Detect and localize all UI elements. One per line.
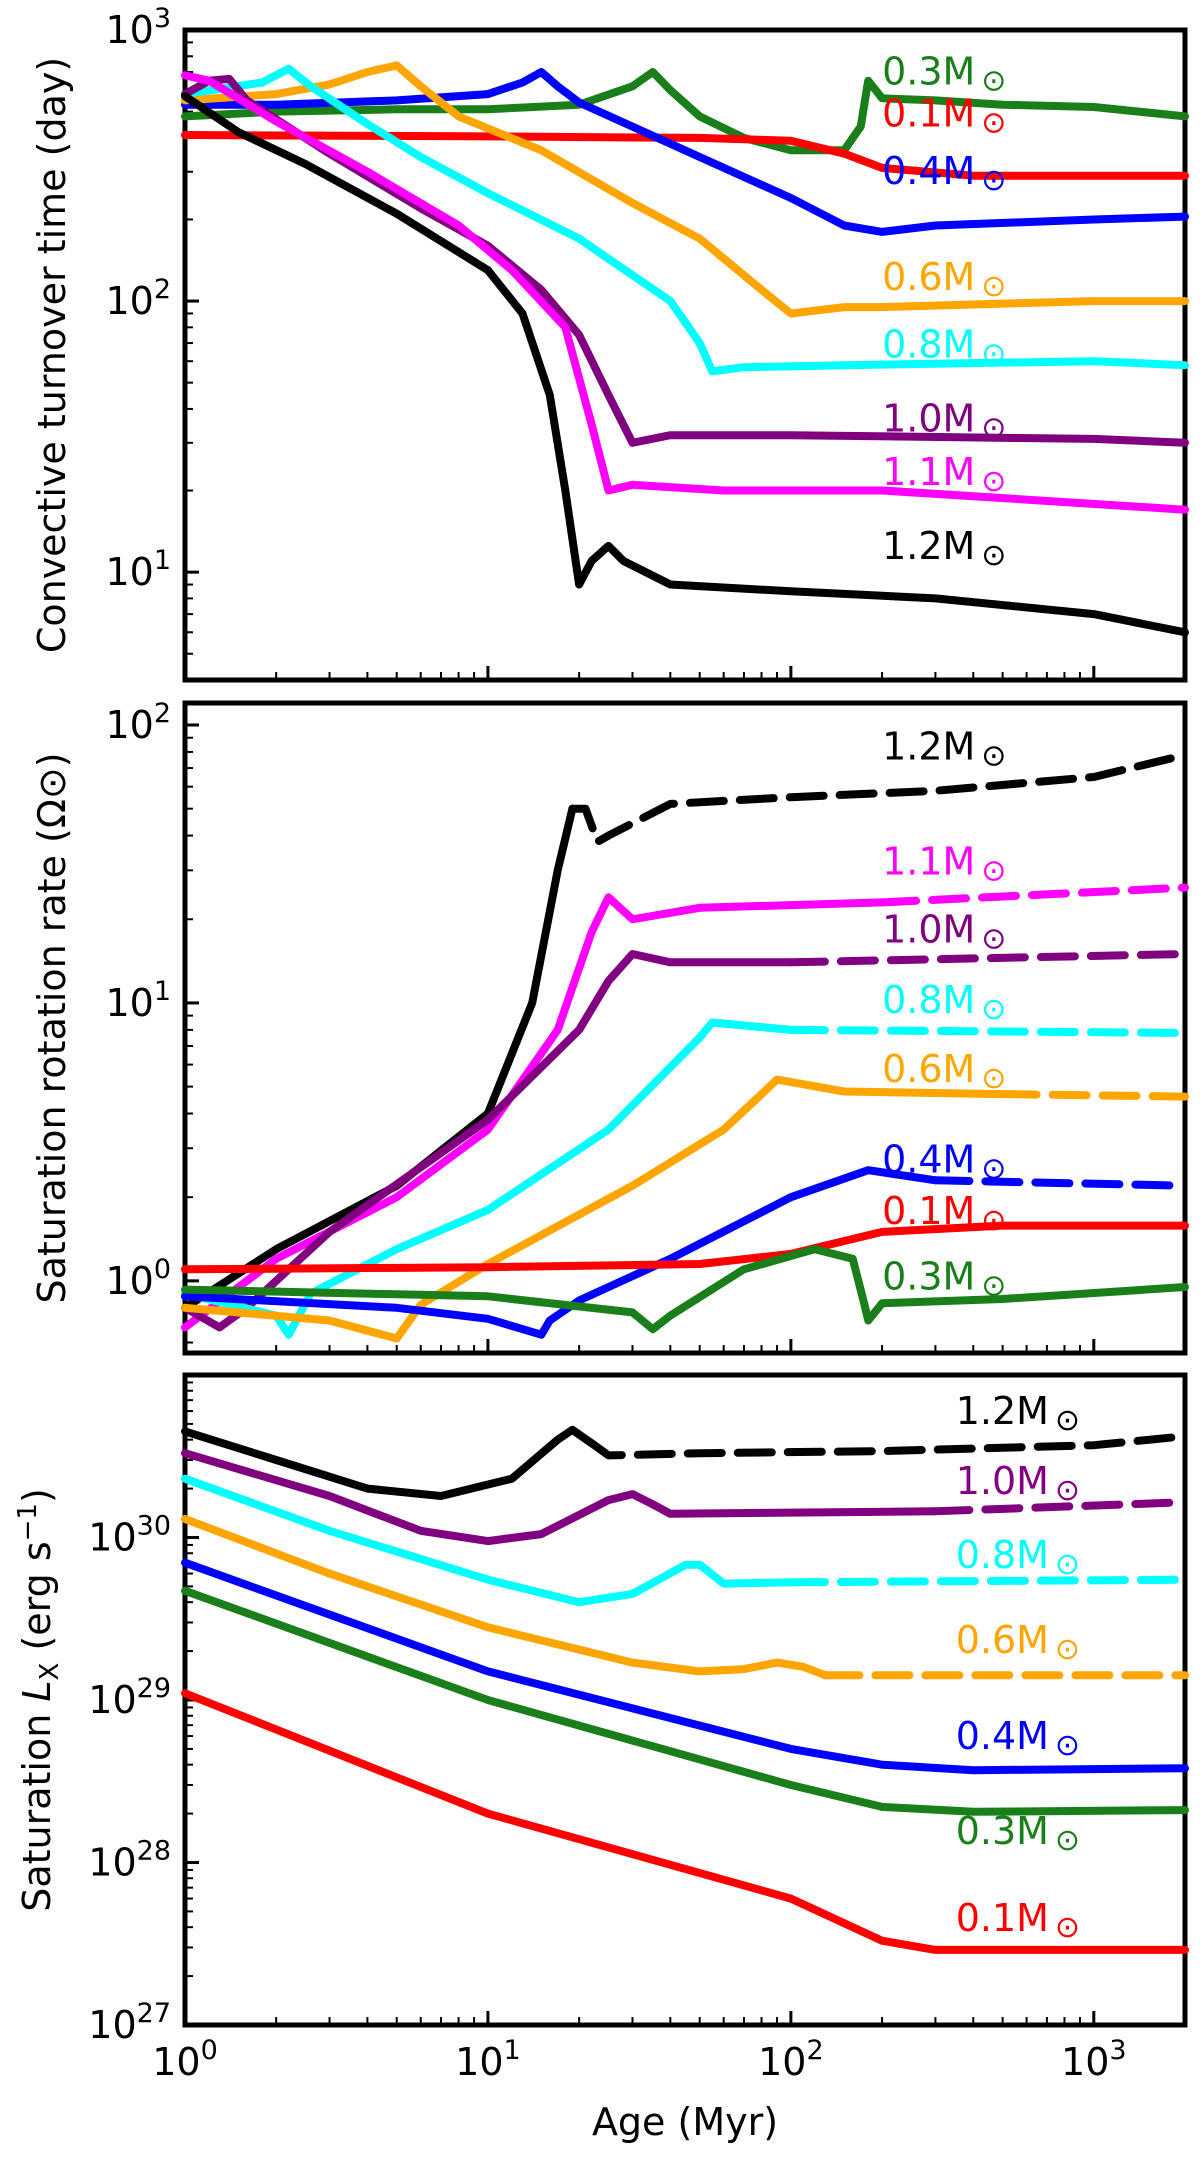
panel-middle-series-11m-label: 1.1M ⊙ (882, 839, 1006, 888)
panel-middle-series-08m-line-dashed (786, 1025, 1189, 1037)
panel-middle-ytick-label: 100 (105, 1254, 171, 1303)
ylabel-var: L (15, 1680, 59, 1701)
panel-top-series-10m-line (181, 74, 1189, 447)
panel-bottom-ytick-label: 1027 (88, 1998, 171, 2047)
panel-bottom-series-08m-label: 0.8M ⊙ (956, 1533, 1080, 1582)
panel-top-series-04m-line (181, 68, 1189, 236)
panel-middle-series-10m-label: 1.0M ⊙ (882, 907, 1006, 956)
panel-middle-series-08m-label: 0.8M ⊙ (882, 978, 1006, 1027)
panel-top-series-08m-label: 0.8M ⊙ (882, 322, 1006, 371)
ylabel-sub: X (35, 1663, 65, 1681)
panel-middle-series-11m-line-dashed (878, 883, 1189, 907)
ylabel-units: (erg s (15, 1541, 59, 1662)
panel-bottom-xtick-label: 100 (152, 2035, 218, 2084)
panel-bottom-series-08m-line-dashed (786, 1575, 1189, 1587)
panel-top-ytick-label: 102 (105, 274, 171, 323)
panel-top-series-06m-label: 0.6M ⊙ (882, 255, 1006, 304)
panel-top-series-01m-label: 0.1M ⊙ (882, 92, 1006, 141)
panel-top-series-06m-line (181, 61, 1189, 318)
panel-bottom-series-04m-label: 0.4M ⊙ (956, 1714, 1080, 1763)
panel-top-series-10m-label: 1.0M ⊙ (882, 397, 1006, 446)
panel-middle-ytick-label: 102 (105, 698, 171, 747)
panel-bottom-series-03m-line (181, 1586, 1189, 1816)
panel-bottom-series-08m-line (181, 1474, 795, 1607)
panel-top-series-12m-label: 1.2M ⊙ (882, 524, 1006, 573)
panel-middle-series-06m-line-dashed (998, 1090, 1189, 1101)
panel-top-ytick-label: 101 (105, 545, 171, 594)
panel-top-series-11m-label: 1.1M ⊙ (882, 450, 1006, 499)
ylabel-close: ) (15, 1488, 59, 1503)
panel-bottom-ytick-label: 1028 (88, 1836, 171, 1885)
panel-middle-series-12m-line (181, 804, 577, 1312)
panel-middle-series-12m-line-dashed (568, 751, 1189, 846)
panel-bottom-series-01m-line (181, 1689, 1189, 1954)
panel-middle-series-12m-label: 1.2M ⊙ (882, 725, 1006, 774)
panel-bottom-xtick-label: 103 (1061, 2035, 1127, 2084)
panel-top-series-03m-label: 0.3M ⊙ (882, 49, 1006, 98)
x-axis-label: Age (Myr) (592, 2100, 778, 2144)
panel-top-frame (182, 27, 1188, 683)
panel-top-series-01m-line (181, 131, 1189, 180)
panel-bottom-ylabel: Saturation LX (erg s−1) (13, 1488, 65, 1912)
panel-middle-series-04m-label: 0.4M ⊙ (882, 1138, 1006, 1187)
ylabel-exp: −1 (13, 1503, 43, 1541)
panel-bottom-series-10m-line-dashed (931, 1498, 1189, 1516)
panel-middle-series-10m-line-dashed (786, 950, 1189, 967)
panel-middle-ylabel: Saturation rotation rate (Ω⊙) (30, 752, 74, 1303)
panel-top-ytick-label: 103 (105, 3, 171, 52)
panel-middle-series-08m-line (181, 1018, 795, 1339)
panel-bottom-series-03m-label: 0.3M ⊙ (956, 1809, 1080, 1858)
panel-top-series-12m-line (181, 92, 1189, 637)
panel-bottom-series-10m-label: 1.0M ⊙ (956, 1459, 1080, 1508)
panel-bottom-series-04m-line (181, 1558, 1189, 1775)
panel-bottom-series-06m-line (181, 1515, 830, 1680)
panel-middle-frame (182, 700, 1188, 1356)
panel-bottom-series-12m-label: 1.2M ⊙ (956, 1389, 1080, 1438)
panel-top-ylabel: Convective turnover time (day) (30, 57, 74, 653)
panel-middle-series-04m-line (181, 1166, 940, 1339)
panel-top-series-11m-line (181, 71, 1189, 514)
ylabel-prefix: Saturation (15, 1702, 59, 1912)
panel-middle-ytick-label: 101 (105, 976, 171, 1025)
panel-middle-series-06m-label: 0.6M ⊙ (882, 1047, 1006, 1096)
panel-middle-series-03m-line (181, 1245, 1189, 1334)
panel-bottom-series-06m-label: 0.6M ⊙ (956, 1618, 1080, 1667)
panel-top-series-04m-label: 0.4M ⊙ (882, 149, 1006, 198)
panel-bottom-xtick-label: 101 (455, 2035, 521, 2084)
panel-middle-series-06m-line (181, 1075, 1007, 1343)
panel-bottom-series-12m-line-dashed (587, 1432, 1189, 1460)
panel-top-series-08m-line (181, 64, 1189, 376)
panel-bottom-ytick-label: 1030 (88, 1511, 171, 1560)
panel-middle-series-01m-label: 0.1M ⊙ (882, 1189, 1006, 1238)
panel-bottom-ytick-label: 1029 (88, 1673, 171, 1722)
panel-bottom-xtick-label: 102 (758, 2035, 824, 2084)
panel-bottom-series-01m-label: 0.1M ⊙ (956, 1896, 1080, 1945)
panel-bottom-series-12m-line (181, 1425, 596, 1500)
panel-middle-series-10m-line (181, 950, 795, 1332)
panel-middle-series-03m-label: 0.3M ⊙ (882, 1255, 1006, 1304)
panel-bottom-series-10m-line (181, 1449, 940, 1546)
panel-middle-series-04m-line-dashed (931, 1176, 1189, 1190)
